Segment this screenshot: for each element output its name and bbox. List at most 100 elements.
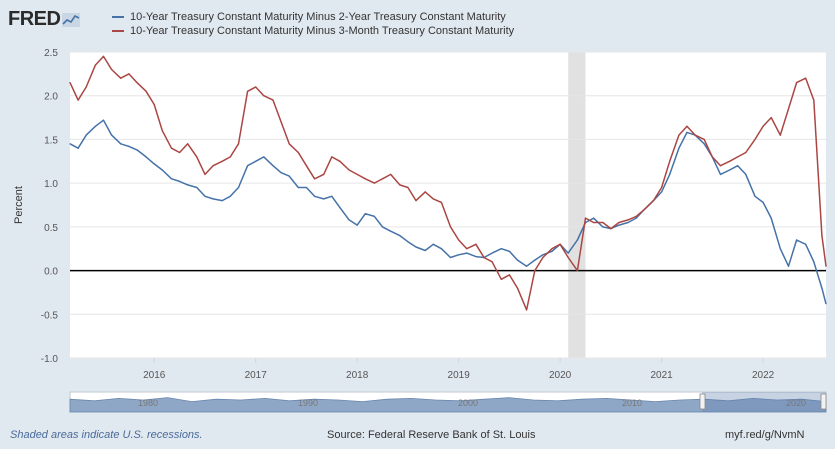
data-point bbox=[297, 186, 299, 189]
data-point bbox=[652, 200, 655, 202]
y-tick-label: 0.5 bbox=[44, 223, 58, 234]
legend-item-t10y3m[interactable]: 10-Year Treasury Constant Maturity Minus… bbox=[112, 24, 514, 38]
fred-logo[interactable]: FRED bbox=[8, 8, 81, 31]
data-point bbox=[204, 195, 206, 197]
data-point bbox=[407, 186, 409, 189]
data-point bbox=[170, 178, 173, 180]
data-point bbox=[280, 121, 282, 123]
x-tick-label: 2020 bbox=[549, 370, 572, 381]
data-point bbox=[196, 156, 198, 158]
data-point bbox=[737, 165, 739, 167]
data-point bbox=[526, 265, 528, 267]
data-point bbox=[323, 173, 325, 175]
data-point bbox=[221, 200, 223, 202]
legend-label-t10y2y: 10-Year Treasury Constant Maturity Minus… bbox=[130, 11, 506, 23]
data-point bbox=[204, 173, 206, 175]
data-point bbox=[348, 169, 350, 171]
data-point bbox=[686, 131, 688, 133]
x-tick-label: 2017 bbox=[245, 370, 268, 381]
data-point bbox=[136, 82, 138, 84]
navigator-handle-right[interactable] bbox=[820, 393, 827, 410]
data-point bbox=[729, 169, 731, 171]
data-point bbox=[237, 143, 240, 145]
legend-swatch-blue bbox=[112, 16, 124, 18]
data-point bbox=[237, 186, 240, 189]
data-point bbox=[440, 201, 442, 203]
legend-swatch-red bbox=[112, 30, 124, 32]
y-tick-label: -0.5 bbox=[41, 310, 59, 321]
data-point bbox=[263, 156, 265, 158]
data-point bbox=[120, 143, 122, 145]
data-point bbox=[719, 165, 722, 167]
data-point bbox=[483, 256, 485, 259]
data-point bbox=[373, 182, 375, 184]
data-point bbox=[754, 138, 756, 140]
y-tick-label: 2.0 bbox=[44, 92, 58, 103]
y-tick-label: 1.5 bbox=[44, 135, 58, 146]
data-point bbox=[686, 125, 688, 127]
data-point bbox=[669, 160, 671, 162]
data-point bbox=[551, 250, 553, 252]
data-point bbox=[356, 173, 358, 175]
data-point bbox=[703, 143, 705, 145]
navigator-label: 1980 bbox=[138, 398, 158, 408]
data-point bbox=[754, 195, 756, 197]
data-point bbox=[77, 147, 79, 149]
data-point bbox=[542, 256, 544, 259]
data-point bbox=[678, 134, 680, 136]
data-point bbox=[145, 156, 147, 158]
data-point bbox=[102, 55, 105, 58]
data-point bbox=[94, 64, 96, 66]
data-point bbox=[551, 248, 553, 250]
data-point bbox=[576, 239, 579, 241]
data-point bbox=[491, 261, 493, 263]
data-point bbox=[272, 99, 274, 101]
data-point bbox=[331, 195, 333, 197]
data-point bbox=[770, 117, 772, 119]
navigator-handle-left[interactable] bbox=[699, 393, 706, 410]
short-url-link[interactable]: myf.red/g/NvmN bbox=[725, 429, 805, 441]
data-point bbox=[475, 256, 477, 258]
data-point bbox=[508, 250, 510, 252]
x-tick-label: 2019 bbox=[448, 370, 471, 381]
data-point bbox=[813, 261, 815, 263]
data-point bbox=[373, 215, 375, 217]
data-point bbox=[94, 125, 96, 127]
data-point bbox=[475, 243, 477, 245]
data-point bbox=[381, 178, 384, 180]
data-point bbox=[348, 219, 350, 221]
data-point bbox=[111, 134, 113, 136]
data-point bbox=[669, 173, 671, 175]
data-point bbox=[272, 165, 274, 167]
data-point bbox=[229, 156, 231, 158]
y-tick-label: 2.5 bbox=[44, 48, 58, 59]
data-point bbox=[85, 134, 87, 136]
data-point bbox=[729, 160, 731, 162]
data-point bbox=[745, 173, 747, 175]
data-point bbox=[390, 230, 392, 232]
data-point bbox=[678, 147, 680, 149]
legend-item-t10y2y[interactable]: 10-Year Treasury Constant Maturity Minus… bbox=[112, 10, 514, 24]
data-point bbox=[737, 156, 739, 158]
data-point bbox=[466, 248, 468, 250]
data-point bbox=[102, 119, 105, 121]
data-point bbox=[576, 270, 579, 272]
navigator[interactable]: 1980 1990 2000 2010 2020 bbox=[69, 391, 827, 413]
data-point bbox=[762, 125, 764, 127]
data-point bbox=[593, 221, 595, 224]
data-point bbox=[212, 165, 214, 167]
navigator-selection[interactable] bbox=[702, 392, 826, 412]
data-point bbox=[399, 184, 401, 186]
data-point bbox=[263, 95, 265, 97]
data-point bbox=[128, 73, 130, 75]
data-point bbox=[229, 195, 231, 197]
data-point bbox=[458, 254, 460, 256]
data-point bbox=[314, 178, 316, 180]
data-point bbox=[805, 243, 807, 245]
data-point bbox=[610, 228, 612, 230]
data-point bbox=[500, 278, 502, 280]
data-point bbox=[187, 143, 189, 145]
data-point bbox=[449, 256, 452, 259]
